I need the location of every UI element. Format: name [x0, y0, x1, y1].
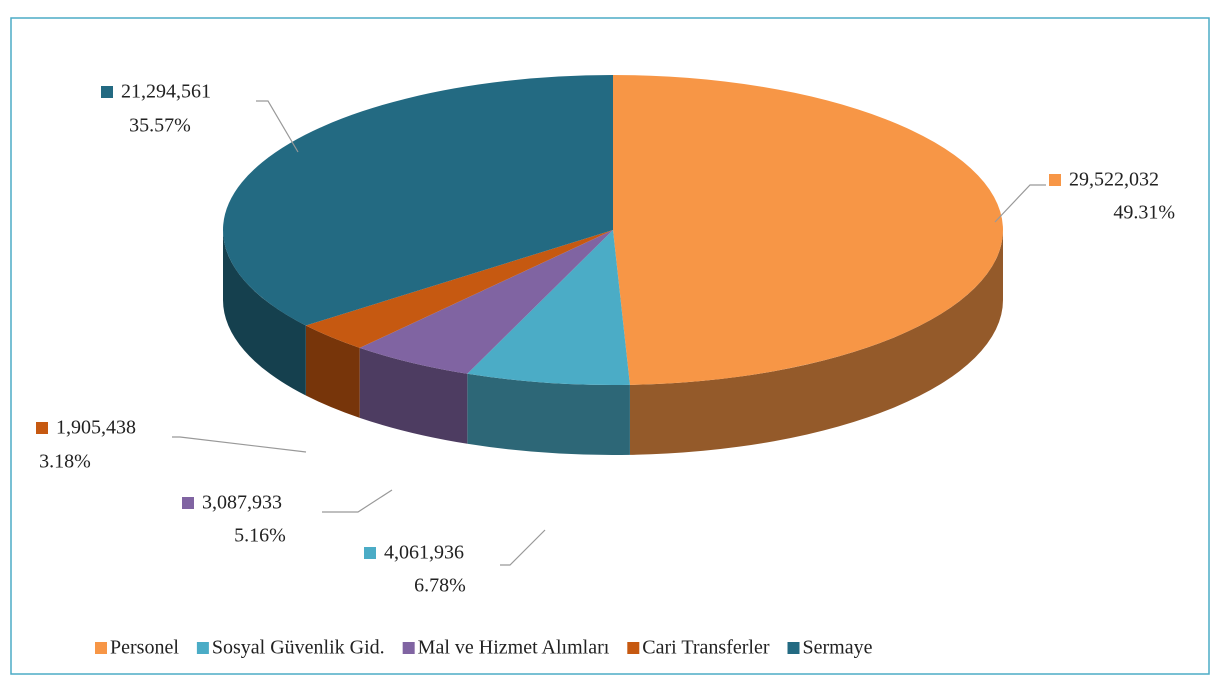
leader-line: [322, 489, 393, 513]
legend-marker: [627, 642, 640, 654]
label-marker: [364, 547, 376, 559]
label-marker: [182, 497, 194, 509]
pie-slice: [359, 230, 613, 374]
percent-label: 3.18%: [39, 451, 91, 473]
value-label: 1,905,438: [56, 417, 136, 439]
pie-side: [467, 373, 630, 455]
percent-label: 6.78%: [414, 575, 466, 597]
percent-label: 49.31%: [1113, 202, 1175, 224]
pie-slice: [613, 75, 1003, 385]
percent-label: 35.57%: [129, 115, 191, 137]
pie-slice: [467, 230, 630, 385]
pie-side: [629, 230, 1003, 455]
pie-side: [359, 347, 468, 444]
label-marker: [1049, 174, 1061, 186]
leader-line: [500, 529, 546, 566]
legend-marker: [95, 642, 107, 654]
value-label: 21,294,561: [121, 81, 211, 103]
leader-line: [994, 184, 1046, 223]
legend-label: Mal ve Hizmet Alımları: [418, 637, 610, 659]
label-marker: [36, 422, 48, 434]
pie-slice: [223, 75, 613, 326]
value-label: 4,061,936: [384, 542, 464, 564]
pie-side: [223, 230, 306, 396]
leader-line: [256, 100, 299, 153]
legend-marker: [196, 642, 209, 654]
pie-side: [305, 325, 360, 418]
percent-label: 5.16%: [234, 525, 286, 547]
legend-marker: [402, 642, 415, 654]
legend-label: Personel: [110, 637, 179, 659]
leader-line: [172, 436, 307, 453]
value-label: 29,522,032: [1069, 169, 1159, 191]
pie-slice: [305, 230, 613, 348]
legend-label: Sermaye: [803, 637, 873, 659]
legend-label: Cari Transferler: [642, 637, 770, 659]
legend-marker: [787, 642, 800, 654]
label-marker: [101, 86, 113, 98]
legend-label: Sosyal Güvenlik Gid.: [212, 637, 385, 659]
value-label: 3,087,933: [202, 492, 282, 514]
